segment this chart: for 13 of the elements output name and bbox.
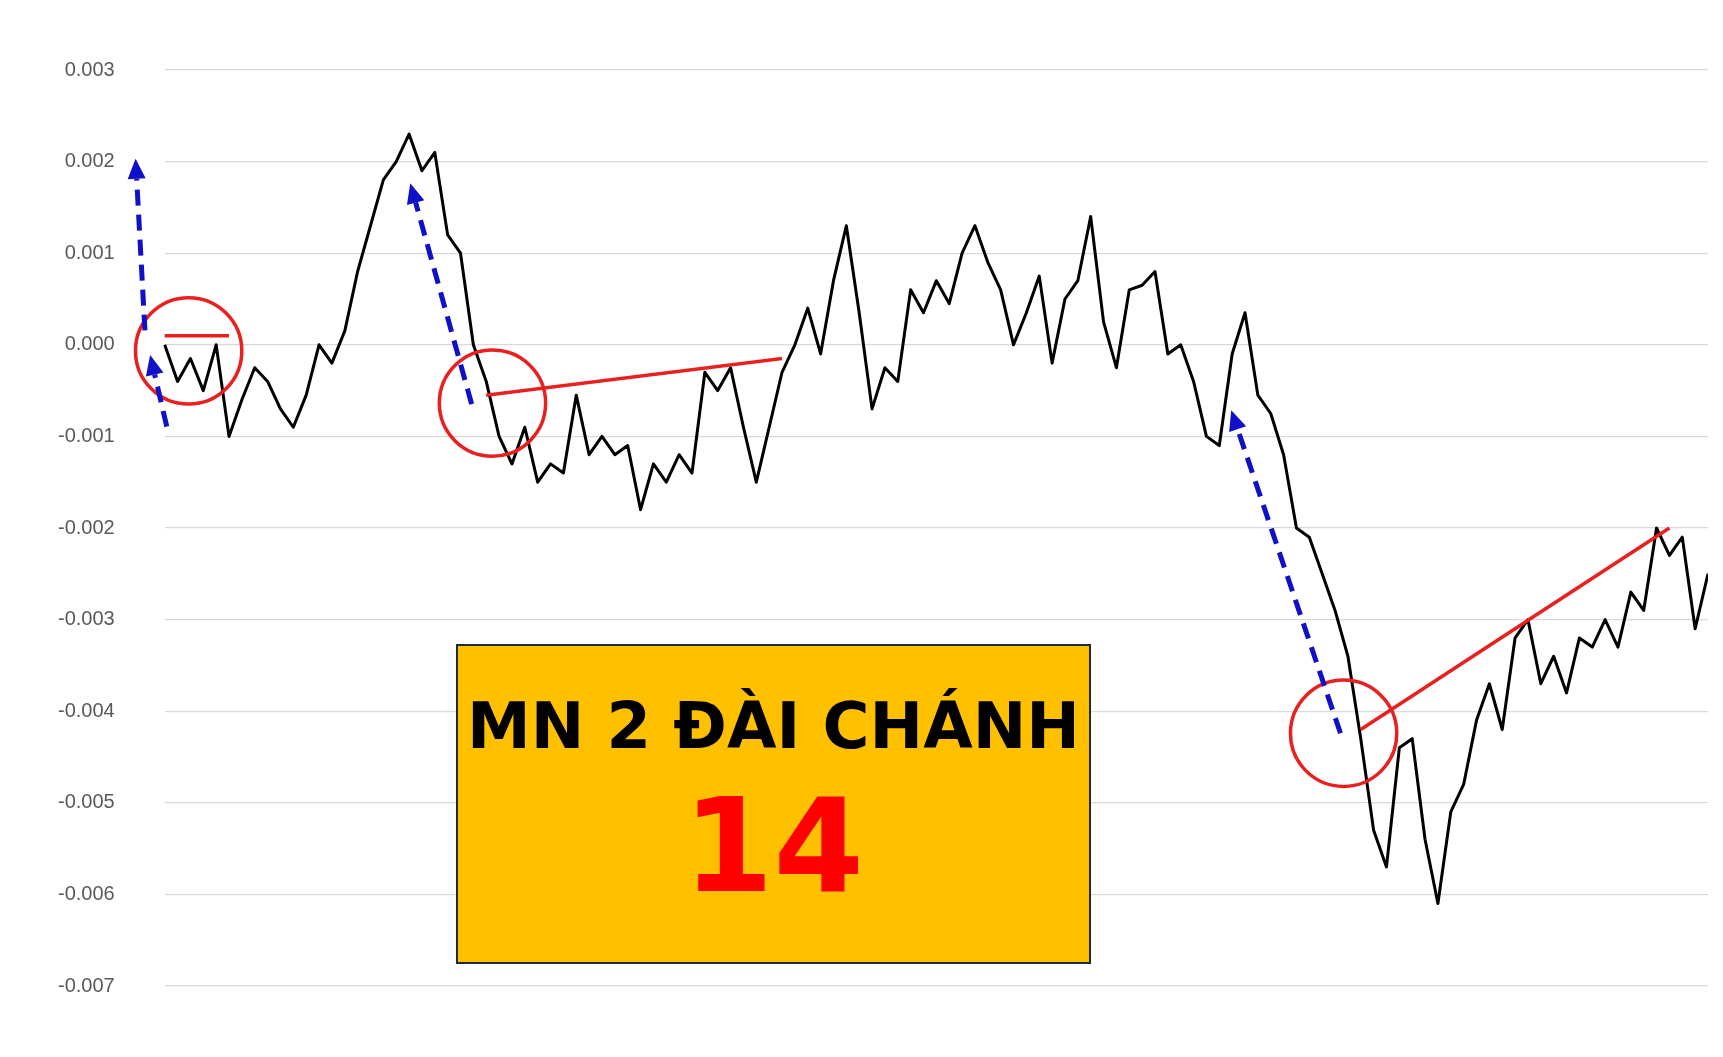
y-tick-label: -0.005 <box>57 790 115 813</box>
annotation: 14 <box>682 768 864 924</box>
y-tick-label: -0.004 <box>57 698 115 721</box>
y-tick-label: -0.006 <box>57 881 115 904</box>
y-tick-label: -0.001 <box>57 423 115 446</box>
y-tick-label: 0.000 <box>64 332 115 355</box>
y-tick-label: -0.002 <box>57 515 115 538</box>
y-tick-label: -0.003 <box>57 607 115 630</box>
y-tick-label: 0.001 <box>64 240 115 263</box>
y-tick-label: 0.002 <box>64 149 115 172</box>
annotation: MN 2 ĐÀI CHÁNH <box>467 687 1080 765</box>
y-tick-label: 0.003 <box>64 57 115 80</box>
y-tick-label: -0.007 <box>57 973 115 996</box>
